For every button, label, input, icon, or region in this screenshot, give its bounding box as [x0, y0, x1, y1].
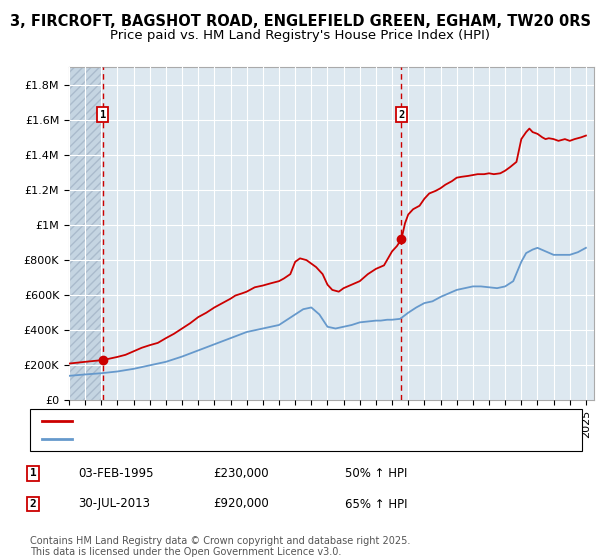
Text: 1: 1	[29, 468, 37, 478]
Bar	[69, 67, 101, 400]
Text: 3, FIRCROFT, BAGSHOT ROAD, ENGLEFIELD GREEN, EGHAM, TW20 0RS: 3, FIRCROFT, BAGSHOT ROAD, ENGLEFIELD GR…	[10, 14, 590, 29]
Text: 2: 2	[398, 110, 404, 119]
Text: 03-FEB-1995: 03-FEB-1995	[78, 466, 154, 480]
Text: 2: 2	[29, 499, 37, 509]
Text: Contains HM Land Registry data © Crown copyright and database right 2025.
This d: Contains HM Land Registry data © Crown c…	[30, 535, 410, 557]
Text: £230,000: £230,000	[213, 466, 269, 480]
Text: 1: 1	[100, 110, 106, 119]
Text: HPI: Average price, detached house, Runnymede: HPI: Average price, detached house, Runn…	[79, 434, 353, 444]
Text: 3, FIRCROFT, BAGSHOT ROAD, ENGLEFIELD GREEN, EGHAM, TW20 0RS (detached house): 3, FIRCROFT, BAGSHOT ROAD, ENGLEFIELD GR…	[79, 416, 577, 426]
Text: 50% ↑ HPI: 50% ↑ HPI	[345, 466, 407, 480]
Text: £920,000: £920,000	[213, 497, 269, 511]
Text: Price paid vs. HM Land Registry's House Price Index (HPI): Price paid vs. HM Land Registry's House …	[110, 29, 490, 42]
Text: 65% ↑ HPI: 65% ↑ HPI	[345, 497, 407, 511]
Text: 30-JUL-2013: 30-JUL-2013	[78, 497, 150, 511]
